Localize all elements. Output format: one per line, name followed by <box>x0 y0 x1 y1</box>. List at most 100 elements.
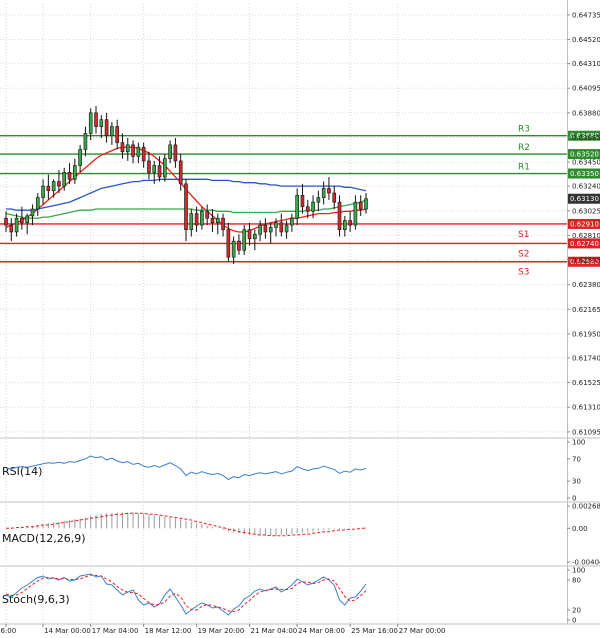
time-tick-label: 16:00 <box>0 627 16 635</box>
candle <box>316 190 321 212</box>
candle-body-up <box>99 119 104 127</box>
candle-body-down <box>210 217 215 224</box>
price-tick-label: 0.63025 <box>572 207 600 215</box>
candle-body-down <box>237 240 241 251</box>
price-tick-label: 0.61310 <box>572 404 600 412</box>
candle-body-up <box>343 220 347 230</box>
candle-body-down <box>9 224 14 233</box>
candle <box>189 209 194 237</box>
level-label-r1: R1 <box>518 163 530 173</box>
candle <box>94 105 98 134</box>
time-tick-label: 27 Mar 00:00 <box>399 627 446 635</box>
candle <box>173 138 178 168</box>
candle-body-up <box>321 188 326 198</box>
candle-body-up <box>62 172 67 187</box>
candle <box>88 108 93 141</box>
panel-tick-label: 0.00 <box>572 525 588 533</box>
candle-body-up <box>168 144 172 159</box>
candle-body-up <box>353 201 358 226</box>
candle <box>163 154 167 182</box>
level-label-r3: R3 <box>518 125 530 135</box>
candle <box>41 179 45 205</box>
candle-body-up <box>41 185 45 198</box>
candle <box>205 204 209 226</box>
price-tick-label: 0.64520 <box>572 36 600 44</box>
candle <box>99 115 104 139</box>
level-label-r2: R2 <box>518 143 530 153</box>
candle <box>110 121 114 145</box>
level-label-s1: S1 <box>518 230 529 240</box>
panel-tick-label: 30 <box>572 478 581 486</box>
candle-body-down <box>46 185 51 192</box>
panel-tick-label: 0.00268 <box>572 503 600 511</box>
candle <box>14 213 19 237</box>
candle-body-down <box>194 213 199 226</box>
price-tick-label: 0.62165 <box>572 306 600 314</box>
candle-body-up <box>290 217 294 226</box>
price-tick-label: 0.63450 <box>572 159 600 167</box>
candle <box>4 211 8 232</box>
candle-body-down <box>131 144 135 157</box>
candle <box>268 222 273 244</box>
level-tag-s1 <box>568 218 600 229</box>
candle-body-down <box>120 142 125 153</box>
candle <box>242 225 247 255</box>
candle <box>284 220 289 239</box>
candle-body-down <box>279 222 284 233</box>
candle-body-up <box>316 197 321 203</box>
level-tag-text: 0.62580 <box>570 258 599 266</box>
candle <box>157 156 162 182</box>
price-tick-label: 0.61950 <box>572 330 600 338</box>
candle <box>25 213 29 235</box>
price-tick-label: 0.63665 <box>572 134 600 142</box>
candle-body-down <box>221 217 225 230</box>
candle <box>231 236 236 265</box>
candle-body-down <box>4 217 8 226</box>
candle <box>221 213 225 237</box>
candle-body-down <box>358 201 363 210</box>
candle-body-down <box>300 194 305 208</box>
candle-body-up <box>125 144 130 153</box>
candle <box>274 218 278 237</box>
level-tag-r1 <box>568 168 600 179</box>
candle-body-up <box>189 213 194 230</box>
candle-body-down <box>94 112 98 127</box>
candle-body-down <box>104 119 109 137</box>
candle-body-up <box>231 240 236 258</box>
time-tick-label: 25 Mar 16:00 <box>351 627 398 635</box>
current-price-text: 0.63130 <box>570 195 599 203</box>
candle-body-up <box>311 201 315 212</box>
candle-body-up <box>88 112 93 134</box>
candlesticks <box>4 105 368 265</box>
candle <box>120 133 125 159</box>
candle-body-down <box>184 183 188 230</box>
level-tag-text: 0.62740 <box>570 240 599 248</box>
candle <box>358 195 363 216</box>
candle-body-up <box>253 233 257 240</box>
candle-body-down <box>247 229 252 240</box>
panel-tick-label: 0 <box>572 495 576 503</box>
candle <box>73 158 77 184</box>
price-tick-label: 0.61525 <box>572 379 600 387</box>
candle <box>104 112 109 143</box>
candle <box>305 199 310 219</box>
candle <box>30 204 35 226</box>
time-tick-label: 17 Mar 04:00 <box>92 627 139 635</box>
candle <box>178 154 183 191</box>
candle-body-down <box>337 201 342 230</box>
level-tag-s2 <box>568 238 600 249</box>
indicator-line <box>5 574 367 613</box>
panel-tick-label: 100 <box>572 439 585 447</box>
candle <box>279 213 284 237</box>
panel-label: Stoch(9,6,3) <box>2 593 70 606</box>
candle <box>226 222 231 262</box>
grid <box>0 0 600 625</box>
price-tick-label: 0.63240 <box>572 183 600 191</box>
candle-body-down <box>327 188 331 194</box>
level-tag-s3 <box>568 256 600 267</box>
price-tick-label: 0.61740 <box>572 354 600 362</box>
support-resistance-levels: R3 0.63680 R2 0.63520 R1 0.63350 S1 0.62910 S2 0.… <box>0 125 600 278</box>
price-tick-label: 0.64095 <box>572 85 600 93</box>
candle-body-down <box>263 224 268 233</box>
axes: 0.64735 0.64520 0.64310 0.64095 0.63880 0.636… <box>0 11 600 635</box>
